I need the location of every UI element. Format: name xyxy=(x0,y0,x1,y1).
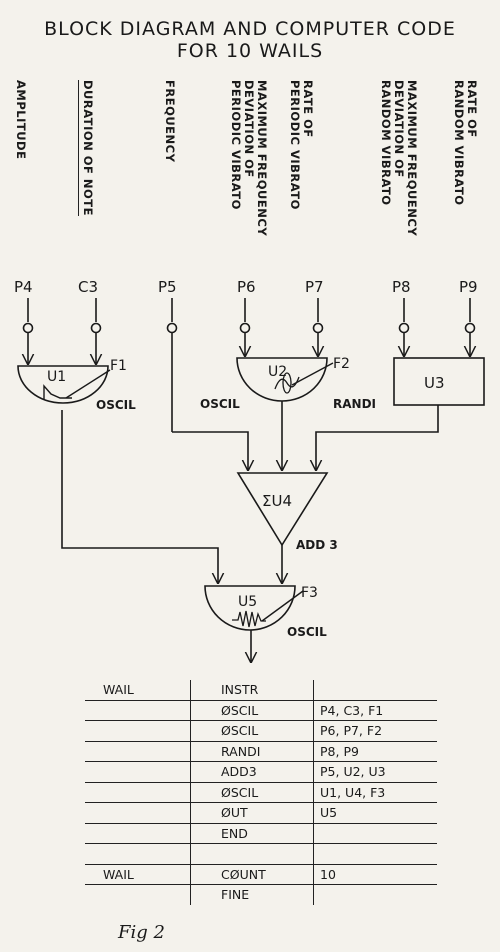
code-opcode: INSTR xyxy=(190,680,314,701)
code-args xyxy=(313,843,437,865)
code-row: FINE xyxy=(85,884,438,905)
label-max-dev-periodic-vibrato: MAXIMUM FREQUENCY DEVIATION OF PERIODIC … xyxy=(229,80,269,237)
code-row: WAIL INSTR xyxy=(85,680,437,701)
code-opcode: ADD3 xyxy=(190,761,314,783)
label-duration-of-note: DURATION OF NOTE xyxy=(78,80,95,217)
code-label xyxy=(85,761,191,783)
u5-connections xyxy=(61,410,282,662)
pfield-p7: P7 xyxy=(305,278,324,296)
code-args xyxy=(314,885,438,905)
code-label xyxy=(85,884,191,905)
code-row: ØSCIL U1, U4, F3 xyxy=(85,782,437,803)
code-args: U5 xyxy=(313,802,437,824)
u4-adder: ΣU4 ADD 3 xyxy=(236,472,338,552)
label-max-dev-random-vibrato: MAXIMUM FREQUENCY DEVIATION OF RANDOM VI… xyxy=(379,80,419,237)
u4-label: ΣU4 xyxy=(262,492,292,510)
label-rate-periodic-vibrato: RATE OF PERIODIC VIBRATO xyxy=(288,80,315,210)
code-args xyxy=(313,823,437,844)
code-args: P6, P7, F2 xyxy=(313,720,437,742)
u4-type: ADD 3 xyxy=(296,538,338,552)
u2-function: F2 xyxy=(333,356,350,372)
pfield-c3: C3 xyxy=(78,278,98,296)
code-opcode: ØSCIL xyxy=(190,720,314,742)
code-row: ØSCIL P4, C3, F1 xyxy=(85,700,437,721)
u1-type: OSCIL xyxy=(96,398,136,412)
u1-function: F1 xyxy=(110,358,127,374)
label-amplitude: AMPLITUDE xyxy=(14,80,28,160)
label-frequency: FREQUENCY xyxy=(163,80,177,163)
code-label xyxy=(85,700,191,721)
code-opcode xyxy=(190,843,314,865)
u5-function: F3 xyxy=(301,585,318,601)
code-args: P4, C3, F1 xyxy=(313,700,437,721)
u2-oscillator: U2 F2 OSCIL RANDI xyxy=(200,356,376,411)
code-args: P8, P9 xyxy=(313,741,437,762)
label-rate-random-vibrato: RATE OF RANDOM VIBRATO xyxy=(452,80,479,206)
code-row: RANDI P8, P9 xyxy=(85,741,437,762)
diagram-title-line1: BLOCK DIAGRAM AND COMPUTER CODE xyxy=(44,18,456,40)
code-row: ØSCIL P6, P7, F2 xyxy=(85,720,437,742)
pfield-p4: P4 xyxy=(14,278,33,296)
code-row: END xyxy=(85,823,437,844)
u1-label: U1 xyxy=(47,369,66,385)
code-label xyxy=(85,741,191,762)
u3-randi-box: U3 xyxy=(393,357,485,406)
pfield-p5: P5 xyxy=(158,278,177,296)
code-opcode: CØUNT xyxy=(190,864,314,885)
code-label xyxy=(85,843,191,865)
code-args: P5, U2, U3 xyxy=(313,761,437,783)
u5-label: U5 xyxy=(238,594,257,610)
code-label: WAIL xyxy=(85,864,191,885)
code-row: WAIL CØUNT 10 xyxy=(85,864,437,885)
code-row xyxy=(85,843,437,865)
pfield-p8: P8 xyxy=(392,278,411,296)
code-opcode: ØSCIL xyxy=(190,782,314,803)
code-opcode: RANDI xyxy=(190,741,314,762)
computer-code-table: WAIL INSTR ØSCIL P4, C3, F1 ØSCIL P6, P7, F2 R… xyxy=(85,680,437,905)
code-opcode: ØSCIL xyxy=(190,700,314,721)
pfield-p9: P9 xyxy=(459,278,478,296)
code-args: 10 xyxy=(313,864,437,885)
code-opcode: END xyxy=(190,823,314,844)
code-args: U1, U4, F3 xyxy=(313,782,437,803)
input-connectors xyxy=(24,298,475,432)
block-diagram: P4 C3 P5 P6 P7 P8 P9 U1 xyxy=(14,278,485,700)
u1-oscillator: U1 F1 OSCIL xyxy=(17,358,136,412)
adder-connections xyxy=(172,401,439,470)
code-row: ØUT U5 xyxy=(85,802,437,824)
code-label xyxy=(85,823,191,844)
u5-oscillator: U5 F3 OSCIL xyxy=(204,585,327,639)
code-label xyxy=(85,782,191,803)
code-row: ADD3 P5, U2, U3 xyxy=(85,761,437,783)
code-opcode: FINE xyxy=(190,884,314,905)
code-label: WAIL xyxy=(85,680,191,701)
u2-type: OSCIL xyxy=(200,397,240,411)
code-label xyxy=(85,802,191,824)
u5-type: OSCIL xyxy=(287,625,327,639)
u3-type: RANDI xyxy=(333,397,376,411)
diagram-title-line2: FOR 10 WAILS xyxy=(176,40,324,62)
code-args xyxy=(313,680,437,701)
figure-label: Fig 2 xyxy=(118,922,165,943)
u3-label: U3 xyxy=(424,374,445,392)
code-opcode: ØUT xyxy=(190,802,314,824)
u2-label: U2 xyxy=(268,364,287,380)
pfield-p6: P6 xyxy=(237,278,256,296)
code-label xyxy=(85,720,191,742)
